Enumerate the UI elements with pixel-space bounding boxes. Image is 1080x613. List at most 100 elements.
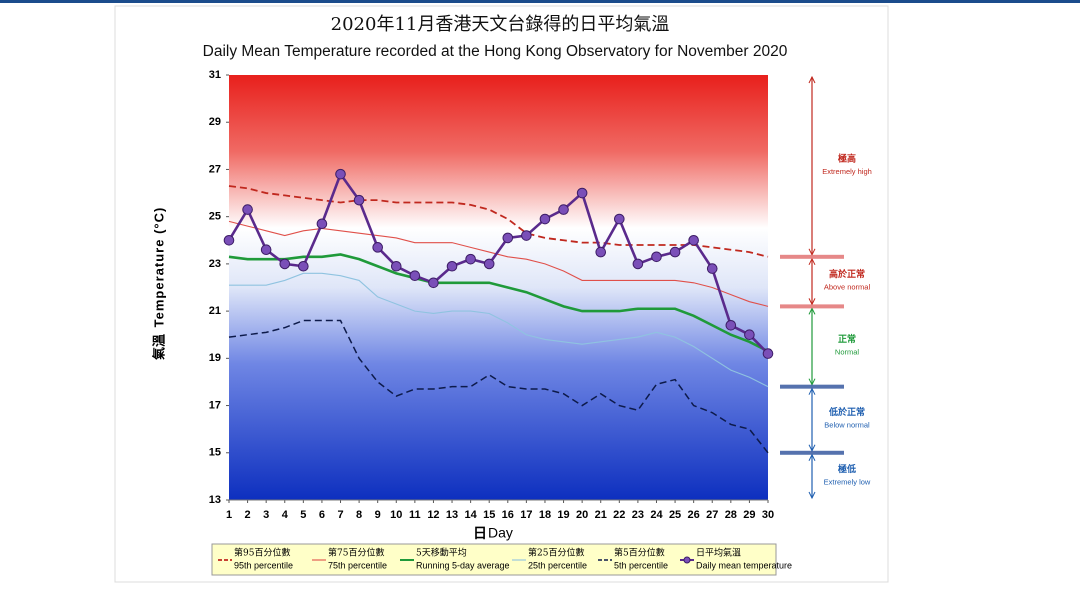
x-tick-label: 24	[650, 509, 663, 521]
y-label-en: Temperature (°C)	[151, 207, 166, 328]
band-label: Extremely low	[824, 477, 871, 486]
legend-label-zh: 第25百分位數	[528, 547, 584, 559]
top-bar	[0, 0, 1080, 3]
data-point	[688, 234, 699, 246]
arrow-head	[808, 257, 816, 266]
y-tick-label: 19	[209, 352, 221, 364]
x-tick-label: 14	[464, 509, 477, 521]
x-label: Day	[488, 525, 513, 541]
data-point	[335, 168, 346, 180]
arrow-head	[808, 491, 816, 500]
band-label: Below normal	[824, 421, 870, 430]
band-boundary	[780, 450, 844, 455]
data-point	[502, 232, 514, 244]
title-zh: 2020年11月香港天文台錄得的日平均氣溫	[331, 14, 670, 35]
y-tick-label: 21	[209, 305, 221, 317]
arrow-head	[808, 307, 816, 315]
x-tick-label: 1	[226, 509, 232, 521]
data-point	[428, 277, 439, 289]
data-point	[576, 187, 588, 199]
data-point	[669, 246, 681, 258]
band-label-zh: 極低	[837, 463, 856, 475]
legend-label-zh: 5天移動平均	[416, 547, 467, 559]
band-label: Normal	[835, 348, 860, 357]
data-point	[372, 242, 383, 253]
data-point	[465, 253, 476, 265]
x-tick-label: 17	[520, 509, 532, 521]
x-tick-label: 9	[375, 509, 381, 521]
x-tick-label: 16	[502, 509, 514, 521]
series-line	[229, 272, 769, 388]
x-tick-label: 20	[576, 509, 588, 521]
legend-label-zh: 第5百分位數	[614, 547, 665, 559]
arrow-head	[808, 453, 816, 462]
x-tick-label: 3	[263, 509, 269, 521]
data-point	[353, 194, 365, 206]
data-point	[762, 348, 774, 359]
legend-label: 5th percentile	[614, 560, 668, 570]
legend-marker	[683, 556, 691, 564]
legend-label: 75th percentile	[328, 560, 387, 570]
data-point	[595, 246, 607, 258]
y-label-zh: 氣溫	[152, 334, 168, 360]
band-boundary	[780, 254, 844, 259]
x-tick-label: 28	[725, 509, 737, 521]
legend-label: 95th percentile	[234, 560, 293, 570]
y-label: 氣溫 Temperature (°C)	[151, 207, 167, 360]
legend-label-zh: 第95百分位數	[234, 547, 290, 559]
legend-label-zh: 日平均氣溫	[696, 547, 741, 559]
x-tick-label: 5	[300, 509, 306, 521]
data-point	[260, 244, 272, 256]
data-point	[558, 204, 569, 215]
x-label-zh: 日	[473, 526, 487, 542]
band-label-zh: 高於正常	[829, 268, 865, 280]
x-tick-label: 11	[409, 509, 421, 521]
x-tick-label: 10	[390, 509, 402, 521]
x-tick-label: 29	[743, 509, 755, 521]
data-point	[483, 258, 495, 270]
x-tick-label: 2	[245, 509, 251, 521]
arrow-head	[808, 75, 816, 84]
band-label: Above normal	[824, 283, 871, 292]
data-point	[651, 251, 662, 263]
y-tick-label: 29	[209, 116, 221, 128]
x-tick-label: 4	[282, 509, 289, 521]
y-tick-label: 25	[209, 211, 221, 223]
y-tick-label: 23	[209, 258, 221, 270]
band-boundary	[780, 384, 844, 389]
x-tick-label: 27	[706, 509, 718, 521]
band-label-zh: 極高	[837, 152, 856, 164]
legend-label: 25th percentile	[528, 560, 587, 570]
band-label: Extremely high	[822, 167, 872, 176]
data-point	[298, 260, 309, 272]
y-tick-label: 15	[209, 447, 221, 459]
data-point	[614, 213, 625, 225]
x-tick-label: 12	[427, 509, 439, 521]
series-line	[228, 253, 769, 353]
y-tick-label: 27	[209, 163, 221, 175]
x-tick-label: 22	[613, 509, 625, 521]
data-point	[632, 258, 644, 270]
data-point	[725, 319, 737, 331]
x-tick-label: 23	[632, 509, 644, 521]
y-tick-label: 13	[209, 494, 221, 506]
x-tick-label: 25	[669, 509, 681, 521]
x-tick-label: 26	[688, 509, 700, 521]
legend-label: Running 5-day average	[416, 560, 510, 570]
series-line	[228, 319, 769, 454]
band-boundary	[780, 304, 844, 309]
x-tick-label: 6	[319, 509, 325, 521]
x-tick-label: 13	[446, 509, 458, 521]
x-tick-label: 18	[539, 509, 551, 521]
x-tick-label: 8	[356, 509, 362, 521]
x-tick-label: 7	[337, 509, 343, 521]
data-point	[409, 270, 421, 281]
band-label-zh: 低於正常	[828, 406, 865, 418]
band-label-zh: 正常	[838, 333, 856, 345]
x-tick-label: 19	[557, 509, 569, 521]
plot-background	[229, 75, 768, 500]
title: Daily Mean Temperature recorded at the H…	[203, 43, 788, 60]
x-tick-label: 30	[762, 509, 774, 521]
